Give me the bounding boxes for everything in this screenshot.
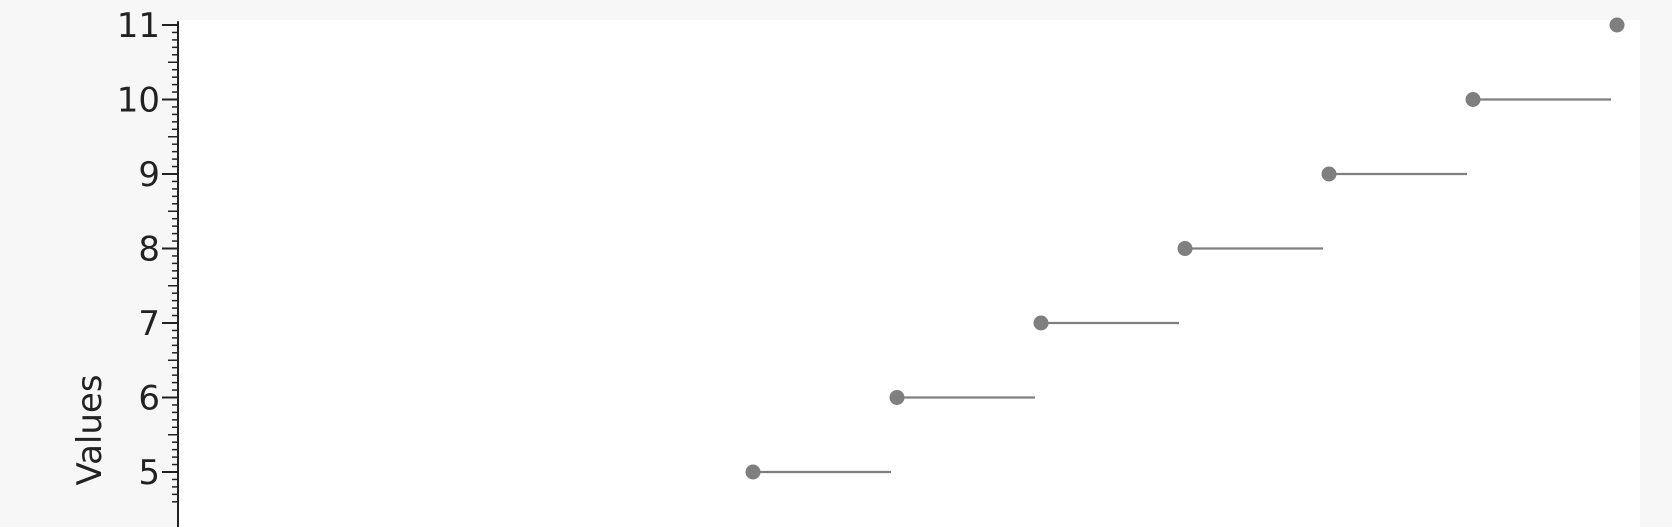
chart-marks [745,17,1625,480]
data-point [1033,315,1049,331]
data-point [1177,241,1193,256]
y-axis-title: Values [70,374,110,485]
y-tick-label: 10 [117,81,160,121]
y-tick-label: 7 [138,304,160,344]
y-tick-label: 5 [138,453,160,493]
data-point [745,464,761,480]
y-axis: 11 10 9 8 7 6 5 [117,6,179,527]
data-point [1465,92,1481,107]
y-tick-label: 6 [138,379,160,419]
data-point [889,390,905,405]
y-tick-label: 8 [138,230,160,270]
y-tick-label: 11 [117,6,160,46]
data-point [1609,17,1625,33]
data-point [1321,166,1337,182]
plot-area-background [178,20,1640,527]
y-tick-label: 9 [138,155,160,195]
